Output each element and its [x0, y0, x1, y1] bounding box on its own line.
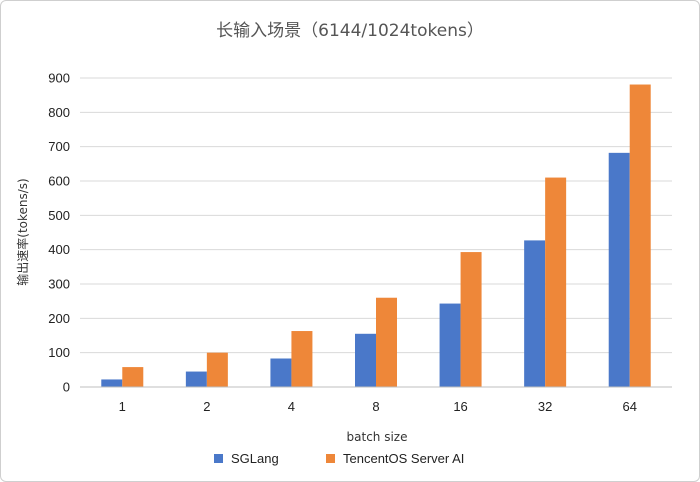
bar-tencentos-server-ai-2: [206, 352, 228, 387]
x-tick-label: 4: [288, 399, 295, 414]
bar-sglang-8: [355, 333, 376, 387]
bar-tencentos-server-ai-64: [629, 84, 651, 388]
y-tick-label: 800: [48, 105, 70, 120]
bar-tencentos-server-ai-8: [376, 297, 397, 387]
legend: SGLang TencentOS Server AI: [214, 451, 464, 466]
y-tick-label: 900: [48, 71, 70, 86]
gridlines: [80, 77, 672, 354]
bar-tencentos-server-ai-16: [460, 252, 482, 387]
y-tick-label: 200: [48, 311, 70, 326]
x-axis-title: batch size: [347, 430, 408, 444]
x-tick-label: 32: [538, 399, 552, 414]
bar-sglang-64: [608, 152, 630, 387]
chart-title: 长输入场景（6144/1024tokens）: [216, 21, 484, 41]
x-tick-label: 2: [203, 399, 210, 414]
y-tick-label: 400: [48, 242, 70, 257]
y-tick-label: 500: [48, 208, 70, 223]
x-tick-label: 8: [372, 399, 379, 414]
legend-swatch: [326, 454, 335, 463]
x-tick-label: 1: [119, 399, 126, 414]
bar-sglang-32: [524, 240, 546, 387]
x-tick-label: 64: [622, 399, 636, 414]
y-axis-title: 输出速率(tokens/s): [15, 178, 30, 285]
y-tick-label: 600: [48, 174, 70, 189]
y-axis-ticks: 0 100 200 300 400 500 600 700 800 900: [48, 71, 70, 395]
bar-tencentos-server-ai-1: [122, 367, 144, 387]
bar-sglang-16: [439, 303, 461, 387]
y-tick-label: 700: [48, 139, 70, 154]
x-axis-ticks: 1 2 4 8 16 32 64: [119, 399, 637, 414]
bar-sglang-1: [101, 379, 123, 387]
y-tick-label: 100: [48, 345, 70, 360]
y-tick-label: 0: [63, 380, 70, 395]
legend-swatch: [214, 454, 223, 463]
bar-tencentos-server-ai-4: [291, 331, 313, 387]
x-tick-label: 16: [453, 399, 467, 414]
legend-label: TencentOS Server AI: [343, 451, 464, 466]
legend-label: SGLang: [231, 451, 279, 466]
bars: [101, 84, 651, 388]
y-tick-label: 300: [48, 277, 70, 292]
bar-sglang-2: [185, 371, 207, 387]
bar-sglang-4: [270, 358, 292, 387]
bar-tencentos-server-ai-32: [545, 177, 567, 387]
